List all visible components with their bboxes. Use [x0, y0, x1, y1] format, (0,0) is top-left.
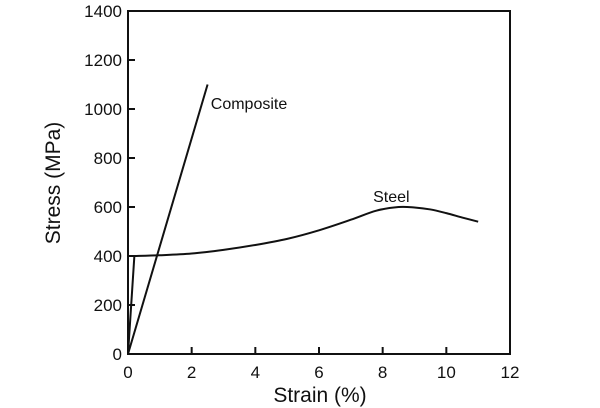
- plot-border: [127, 10, 511, 355]
- series-label-steel: Steel: [373, 189, 409, 206]
- x-tick-label: 4: [251, 363, 260, 382]
- x-axis-label: Strain (%): [273, 384, 366, 407]
- x-axis-ticks: 0 2 4 6 8 10 12: [123, 347, 519, 382]
- x-tick-label: 0: [123, 363, 132, 382]
- series-label-composite: Composite: [211, 96, 288, 113]
- y-axis-label: Stress (MPa): [42, 122, 65, 245]
- y-tick-label: 200: [94, 296, 122, 315]
- y-tick-label: 800: [94, 149, 122, 168]
- x-tick-label: 10: [437, 363, 456, 382]
- y-tick-label: 1200: [84, 51, 122, 70]
- y-tick-label: 400: [94, 247, 122, 266]
- series-lines: [127, 84, 479, 355]
- x-tick-label: 2: [187, 363, 196, 382]
- x-tick-label: 12: [501, 363, 520, 382]
- x-tick-label: 8: [378, 363, 387, 382]
- y-tick-label: 1000: [84, 100, 122, 119]
- series-line-steel: [127, 205, 479, 355]
- series-annotations: Composite Steel: [211, 96, 410, 206]
- series-line-composite: [127, 84, 209, 355]
- y-tick-label: 1400: [84, 2, 122, 21]
- y-axis-ticks: 0 200 400 600 800 1000 1200 1400: [84, 2, 135, 364]
- y-tick-label: 0: [113, 345, 122, 364]
- plot-frame: [127, 10, 511, 355]
- x-tick-label: 6: [314, 363, 323, 382]
- y-tick-label: 600: [94, 198, 122, 217]
